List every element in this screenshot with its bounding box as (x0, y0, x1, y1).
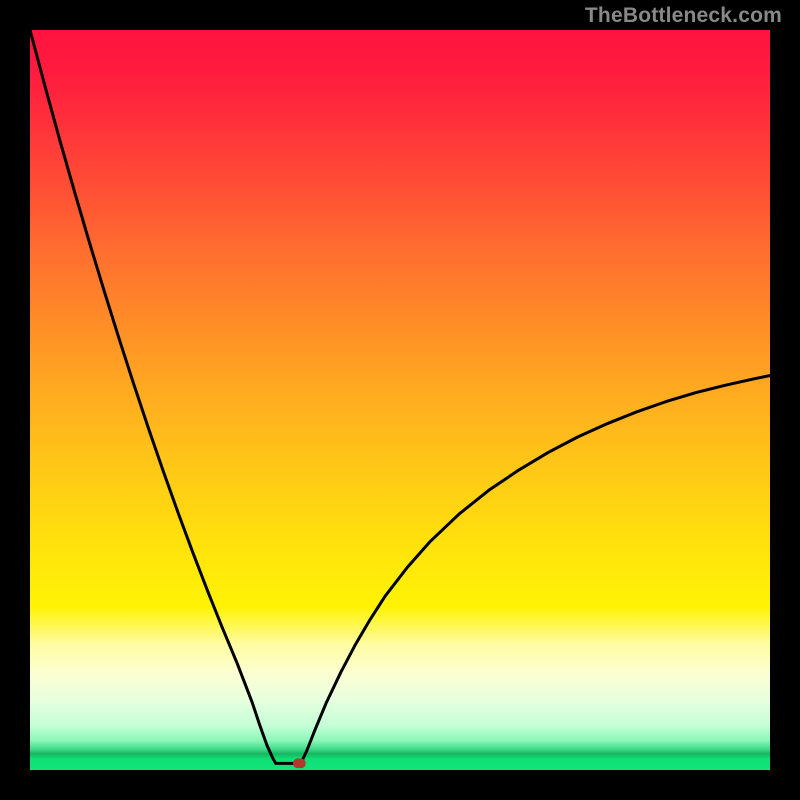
bottleneck-chart (0, 0, 800, 800)
chart-container: TheBottleneck.com (0, 0, 800, 800)
optimum-marker (293, 759, 306, 769)
gradient-background (30, 30, 770, 770)
